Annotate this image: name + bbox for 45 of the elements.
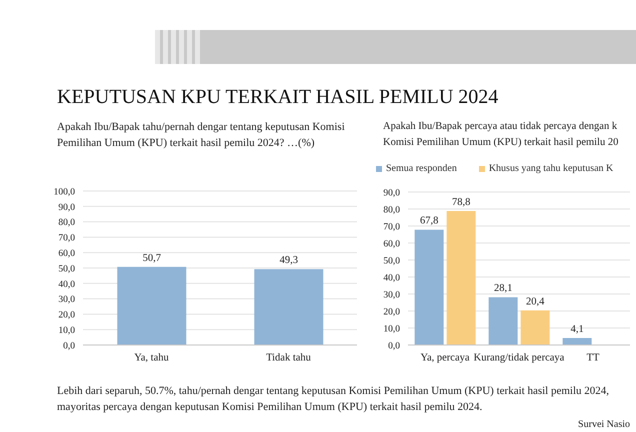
y-tick-label: 100,0	[54, 187, 76, 198]
y-tick-label: 10,0	[58, 326, 76, 336]
y-tick-label: 60,0	[383, 239, 400, 250]
data-label: 49,3	[280, 255, 298, 266]
x-tick-label: Kurang/tidak percaya	[474, 352, 565, 364]
data-label: 67,8	[420, 216, 438, 227]
y-tick-label: 60,0	[58, 248, 76, 259]
y-tick-label: 20,0	[383, 307, 400, 318]
y-tick-label: 80,0	[383, 205, 400, 216]
data-label: 50,7	[142, 252, 161, 264]
chart-subtitle: Apakah Ibu/Bapak percaya atau tidak percaya dengan k Komisi Pemilihan Umum (KPU) terkait hasil pemilu 20	[383, 121, 618, 148]
data-label: 78,8	[452, 197, 470, 208]
x-tick-label: TT	[586, 352, 600, 364]
text: Lebih dari separuh, 50.7%, tahu/pernah dengar tentang keputusan Komisi Pemilihan Umum (KPU) terkait hasil pemilu 2024, mayoritas percaya dengan keputusan Komisi Pemilihan Umum (KPU) terkait hasil pemilu 2024.	[57, 385, 610, 413]
legend-label: Khusus yang tahu keputusan K	[488, 163, 614, 174]
y-tick-label: 10,0	[383, 324, 400, 334]
data-label: 20,4	[526, 296, 546, 308]
chart-title: KEPUTUSAN KPU TERKAIT HASIL PEMILU 2024	[57, 86, 498, 108]
x-tick-label: Tidak tahu	[266, 352, 312, 364]
y-tick-label: 30,0	[58, 295, 76, 306]
y-tick-label: 80,0	[58, 218, 76, 228]
legend-label: Semua responden	[386, 163, 457, 174]
bar	[520, 310, 550, 345]
y-tick-label: 40,0	[383, 273, 400, 284]
bar	[488, 297, 518, 345]
y-tick-label: 0,0	[388, 341, 400, 352]
data-label: 4,1	[570, 324, 584, 336]
text: Survei Nasio	[578, 419, 630, 430]
y-tick-label: 90,0	[383, 188, 400, 198]
y-tick-label: 50,0	[383, 256, 400, 266]
y-tick-label: 40,0	[58, 280, 76, 290]
y-tick-label: 0,0	[63, 341, 76, 352]
data-label: 28,1	[494, 283, 512, 294]
chart-subtitle: Apakah Ibu/Bapak tahu/pernah dengar tentang keputusan Komisi Pemilihan Umum (KPU) terkait hasil pemilu 2024? …(%)	[57, 121, 345, 149]
bar	[414, 230, 444, 345]
y-tick-label: 90,0	[58, 202, 76, 213]
bar	[562, 338, 592, 345]
y-tick-label: 30,0	[383, 290, 400, 300]
x-tick-label: Ya, percaya	[420, 352, 470, 364]
y-tick-label: 20,0	[58, 310, 76, 321]
x-tick-label: Ya, tahu	[134, 352, 170, 364]
y-tick-label: 70,0	[383, 222, 400, 232]
y-tick-label: 50,0	[58, 264, 76, 274]
bar	[446, 211, 476, 345]
y-tick-label: 70,0	[58, 234, 76, 244]
